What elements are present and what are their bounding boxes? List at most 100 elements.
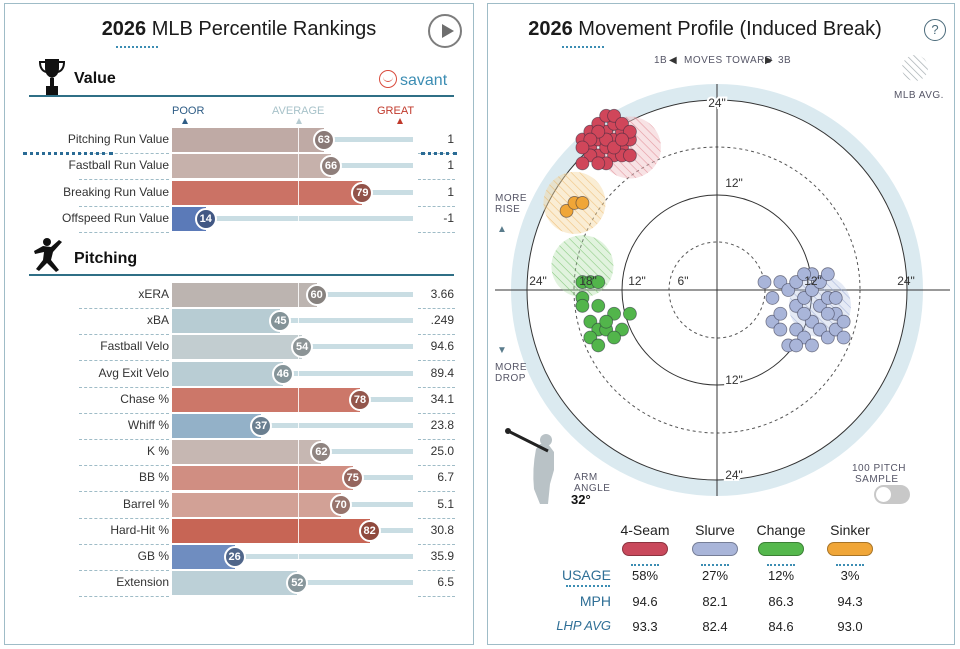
metric-value: 23.8 [430, 418, 454, 432]
pitch-point-slurve [805, 338, 819, 353]
ring-label-bottom-12: 12" [725, 373, 743, 387]
pitching-row[interactable]: Barrel % 70 5.1 [5, 492, 475, 519]
legend-underline [836, 564, 864, 566]
row-divider [418, 179, 455, 181]
pitching-row[interactable]: BB % 75 6.7 [5, 466, 475, 493]
row-divider [79, 412, 169, 414]
value-section-rule [29, 95, 454, 97]
play-button[interactable] [428, 14, 462, 48]
percentile-badge: 37 [250, 415, 273, 437]
percentile-bar [172, 571, 298, 596]
up-arrow-icon: ▲ [497, 224, 507, 235]
pitching-row[interactable]: K % 62 25.0 [5, 440, 475, 467]
ring-label-right-12: 12" [804, 274, 822, 288]
row-divider [418, 439, 455, 440]
percentile-badge: 60 [305, 284, 328, 306]
metric-value: 1 [447, 158, 454, 173]
percentile-bar [172, 128, 324, 152]
row-divider [418, 386, 455, 388]
value-row[interactable]: Fastball Run Value 66 1 [5, 154, 475, 181]
percentile-badge: 26 [223, 546, 246, 568]
ring-label-left-6: 6" [678, 274, 689, 288]
pitch-point-change [591, 298, 606, 313]
metric-label: K % [146, 444, 169, 459]
legend-underline [701, 564, 729, 566]
pitching-row[interactable]: Avg Exit Velo 46 89.4 [5, 361, 475, 388]
percentile-bar [172, 335, 303, 360]
row-divider [79, 231, 169, 233]
row-divider [418, 570, 455, 571]
pitching-row[interactable]: xBA 45 .249 [5, 309, 475, 336]
percentile-bar [172, 180, 363, 205]
pitch-point-4-seam [615, 132, 629, 147]
pitch-usage-value: 58% [631, 568, 659, 583]
pitch-sample-toggle[interactable] [874, 485, 910, 504]
legend-item[interactable]: 4-Seam [610, 522, 680, 566]
percentile-bar [172, 440, 322, 465]
metric-label: xERA [138, 287, 169, 301]
metric-label: Hard-Hit % [110, 522, 169, 537]
metric-label: Extension [116, 575, 169, 590]
percentile-track [172, 423, 413, 428]
row-divider [79, 517, 169, 519]
metric-value: 94.6 [430, 339, 454, 354]
percentile-bar [172, 154, 332, 179]
mlb-avg-swatch [902, 55, 928, 81]
metric-value: 25.0 [430, 444, 454, 459]
pitching-row[interactable]: Fastball Velo 54 94.6 [5, 335, 475, 362]
pitch-lhp-value: 82.4 [702, 619, 728, 634]
pitch-point-slurve [773, 306, 788, 321]
value-row[interactable]: Pitching Run Value 63 1 [5, 128, 475, 154]
average-line [298, 440, 299, 465]
pitching-row[interactable]: GB % 26 35.9 [5, 545, 475, 571]
metric-value: 3.66 [430, 287, 454, 301]
sample-line2: SAMPLE [855, 474, 899, 485]
pitch-name: Slurve [695, 522, 735, 538]
pitch-color-swatch [622, 542, 668, 556]
percentile-badge: 82 [358, 519, 381, 542]
row-divider [79, 570, 169, 571]
pitching-row[interactable]: Chase % 78 34.1 [5, 387, 475, 414]
percentile-rankings-panel: 2026 MLB Percentile Rankings Value savan… [4, 3, 474, 645]
arm-angle-line2: ANGLE [574, 483, 610, 494]
help-button[interactable]: ? [924, 19, 946, 41]
mlb-avg-4-seam-zone [598, 116, 661, 179]
pitching-row[interactable]: xERA 60 3.66 [5, 283, 475, 309]
pitch-point-change [599, 314, 614, 329]
pitch-usage-value: 27% [701, 568, 729, 583]
legend-item[interactable]: Slurve [680, 522, 750, 566]
pitching-row[interactable]: Extension 52 6.5 [5, 571, 475, 598]
metric-value: 6.7 [437, 470, 454, 485]
metric-label: Chase % [120, 391, 169, 406]
row-divider [79, 308, 169, 309]
legend-item[interactable]: Change [746, 522, 816, 566]
pitch-point-change [591, 338, 606, 353]
pitch-point-4-seam [591, 156, 606, 171]
pitch-color-swatch [758, 542, 804, 556]
pitch-point-slurve [828, 291, 843, 305]
row-divider [79, 153, 169, 154]
percentile-bar [172, 387, 360, 412]
legend-item[interactable]: Sinker [815, 522, 885, 566]
pitch-color-swatch [692, 542, 738, 556]
pitching-row[interactable]: Whiff % 37 23.8 [5, 414, 475, 440]
percentile-track [172, 215, 413, 221]
percentile-badge: 52 [286, 572, 309, 595]
great-arrow-icon [397, 118, 403, 124]
metric-value: 34.1 [430, 391, 454, 406]
percentile-badge: 66 [320, 155, 343, 178]
metric-label: Pitching Run Value [67, 132, 169, 146]
pitcher-icon [34, 238, 62, 272]
value-row[interactable]: Offspeed Run Value 14 -1 [5, 206, 475, 233]
pitching-row[interactable]: Hard-Hit % 82 30.8 [5, 518, 475, 545]
metric-value: 6.5 [437, 575, 454, 590]
percentile-bar [172, 414, 262, 438]
percentile-title: 2026 MLB Percentile Rankings [101, 18, 377, 40]
row-divider [79, 360, 169, 362]
arm-angle-value: 32° [571, 492, 591, 507]
moves-toward-left: 1B [654, 55, 667, 66]
metric-value: 5.1 [437, 496, 454, 511]
value-row[interactable]: Breaking Run Value 79 1 [5, 180, 475, 207]
average-line [298, 414, 299, 438]
row-divider [79, 334, 169, 336]
